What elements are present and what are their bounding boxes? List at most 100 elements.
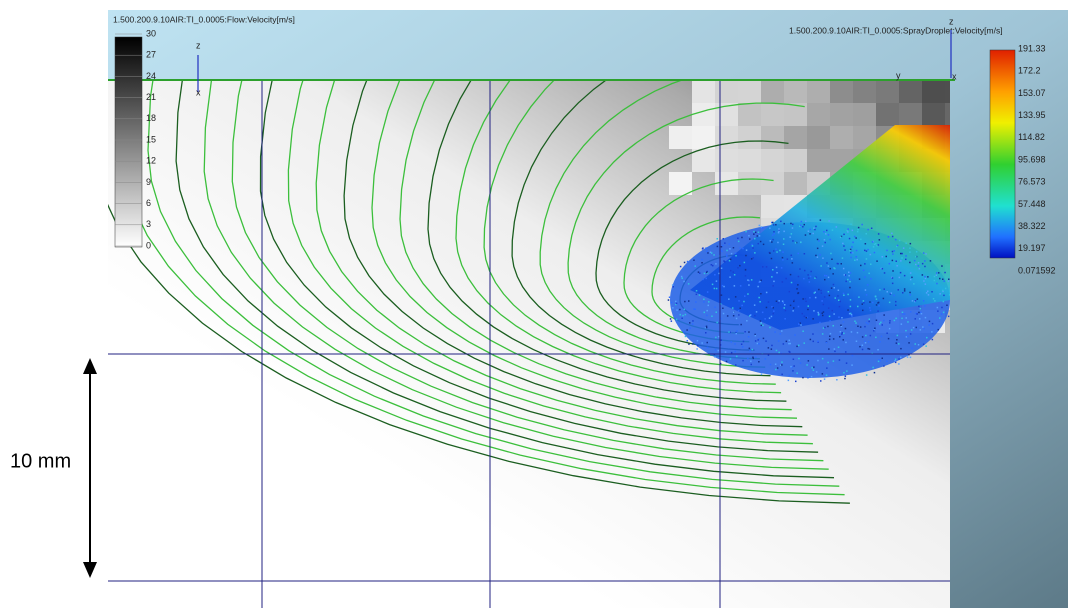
droplet — [824, 274, 826, 277]
droplet — [839, 334, 841, 337]
streamline — [147, 80, 840, 487]
cell — [738, 103, 761, 126]
droplet — [905, 258, 907, 261]
cell — [830, 126, 853, 149]
streamline — [427, 80, 787, 402]
droplet — [924, 305, 926, 307]
legend-label: 133.95 — [1018, 110, 1046, 120]
droplet — [815, 371, 818, 373]
droplet — [812, 369, 815, 371]
droplet — [919, 329, 922, 331]
droplet — [876, 245, 878, 247]
droplet — [855, 340, 858, 342]
droplet — [717, 335, 720, 338]
droplet — [758, 224, 761, 227]
droplet — [901, 257, 903, 259]
droplet — [942, 290, 944, 293]
droplet — [775, 368, 777, 371]
droplet — [778, 351, 780, 354]
droplet — [908, 342, 910, 344]
droplet — [826, 229, 828, 232]
droplet — [826, 367, 828, 369]
droplet — [925, 345, 927, 347]
droplet — [675, 318, 678, 321]
droplet — [774, 363, 777, 365]
arrow-head — [83, 562, 97, 578]
droplet — [895, 304, 897, 306]
droplet — [733, 311, 735, 313]
droplet — [732, 271, 735, 273]
droplet — [879, 323, 881, 325]
droplet — [734, 252, 737, 254]
droplet — [889, 322, 891, 324]
droplet — [916, 298, 919, 300]
droplet — [704, 327, 707, 329]
droplet — [719, 362, 722, 365]
droplet — [864, 342, 867, 344]
droplet — [839, 300, 841, 303]
droplet — [755, 311, 758, 313]
droplet — [781, 300, 784, 302]
droplet — [848, 237, 851, 240]
cell — [784, 103, 807, 126]
droplet — [889, 320, 891, 322]
droplet — [668, 296, 671, 298]
streamline — [595, 140, 789, 351]
droplet — [829, 320, 831, 322]
droplet — [841, 332, 843, 334]
droplet — [765, 306, 768, 309]
droplet — [738, 314, 740, 316]
droplet — [813, 227, 815, 229]
droplet — [793, 300, 795, 303]
droplet — [832, 283, 835, 286]
droplet — [915, 255, 917, 258]
droplet — [707, 252, 709, 254]
droplet — [839, 236, 842, 238]
droplet — [851, 229, 854, 232]
droplet — [840, 235, 843, 238]
droplet — [909, 356, 912, 359]
droplet — [791, 262, 794, 264]
droplet — [769, 240, 771, 242]
droplet — [894, 360, 896, 362]
droplet — [947, 315, 950, 318]
cell — [715, 80, 738, 103]
droplet — [758, 361, 760, 363]
droplet — [679, 313, 681, 316]
droplet — [810, 270, 812, 273]
legend-label: 6 — [146, 198, 151, 208]
cell — [738, 172, 761, 195]
droplet — [825, 341, 828, 344]
droplet — [728, 260, 731, 262]
cell — [853, 80, 876, 103]
streamline — [315, 80, 808, 436]
droplet — [827, 234, 830, 236]
droplet — [809, 228, 811, 231]
droplet — [680, 275, 683, 278]
droplet — [688, 300, 690, 302]
droplet — [861, 344, 864, 346]
droplet — [915, 312, 917, 315]
droplet — [777, 302, 780, 304]
cell — [692, 80, 715, 103]
droplet — [672, 307, 674, 309]
droplet — [793, 307, 795, 309]
scale-bar — [83, 358, 97, 578]
droplet — [714, 306, 716, 308]
droplet — [715, 336, 717, 339]
droplet — [748, 279, 750, 282]
droplet — [769, 252, 771, 254]
droplet — [830, 287, 833, 289]
droplet — [802, 298, 804, 300]
droplet — [747, 336, 750, 338]
droplet — [890, 292, 893, 294]
scale-label: 10 mm — [10, 450, 71, 472]
cell — [876, 80, 899, 103]
streamline — [455, 80, 782, 394]
droplet — [870, 263, 872, 265]
droplet — [728, 243, 730, 245]
droplet — [777, 241, 779, 244]
droplet — [725, 360, 728, 363]
droplet — [821, 333, 824, 335]
droplet — [753, 230, 755, 233]
